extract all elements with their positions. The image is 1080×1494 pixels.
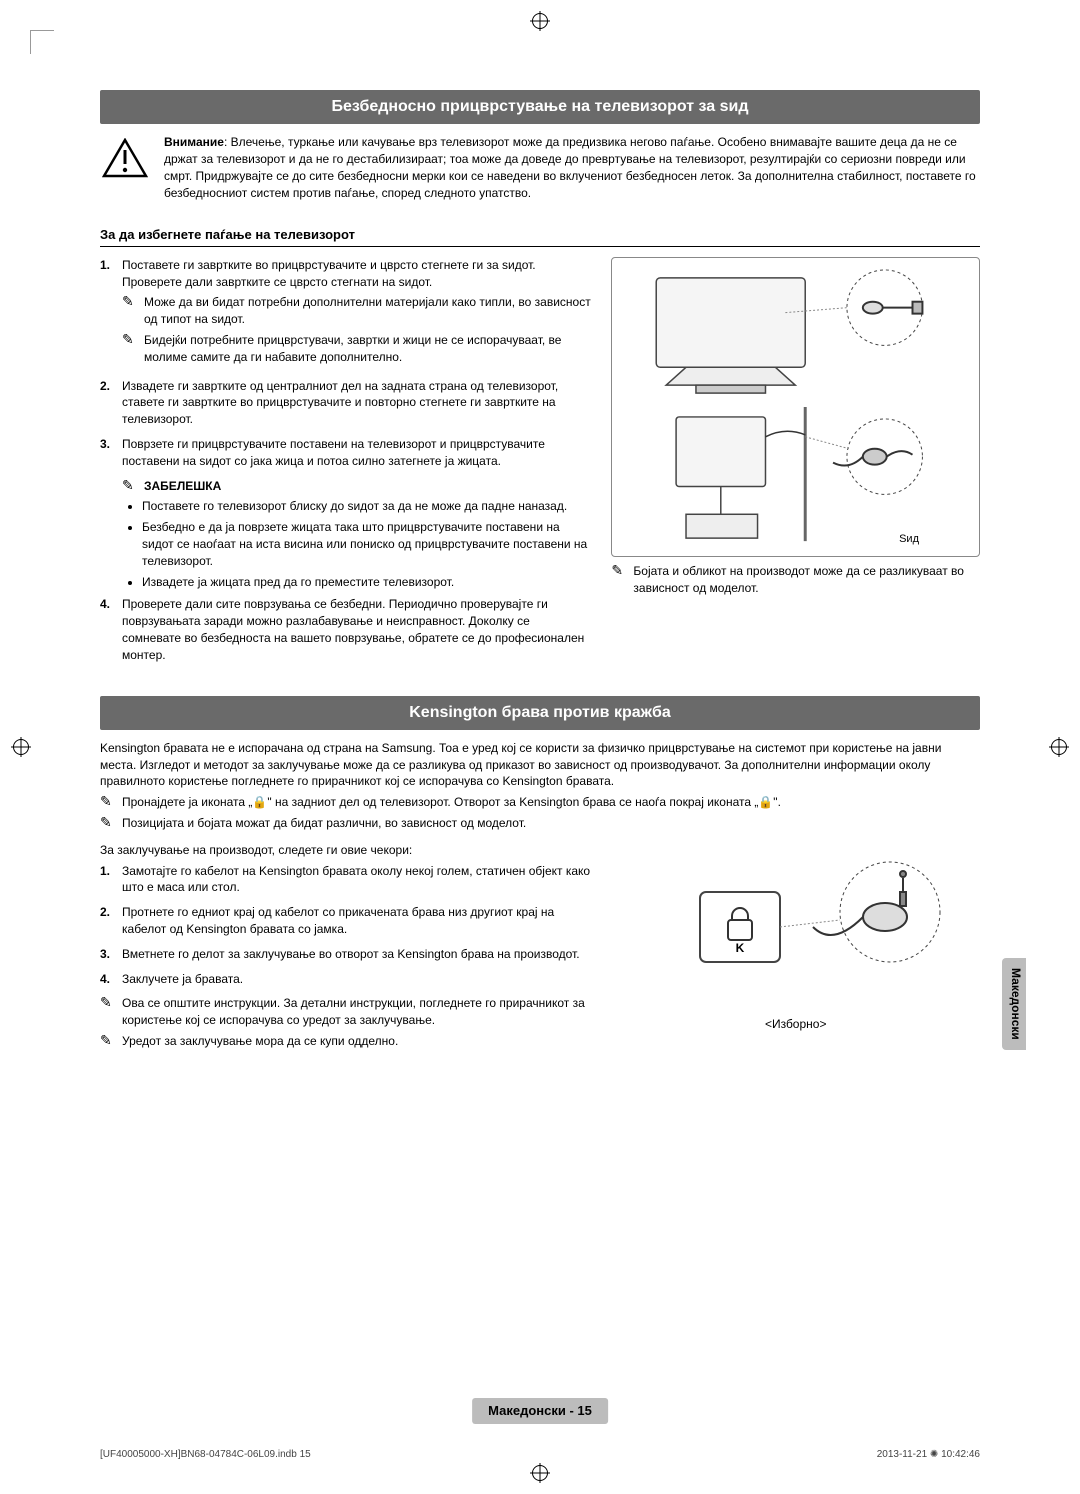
note-icon: ✎ [100,1033,116,1050]
print-metadata: [UF40005000-XH]BN68-04784C-06L09.indb 15… [100,1448,980,1462]
figure-wall-label: Ѕид [899,532,919,547]
language-tab: Македонски [1002,958,1026,1050]
note-bullets: Поставете го телевизорот блиску до ѕидот… [100,498,591,590]
step-number: 2. [100,378,122,428]
kensington-caption: <Изборно> [611,1016,980,1033]
note-icon: ✎ [122,332,138,366]
note-icon: ✎ [122,294,138,328]
bullet-item: Безбедно е да ја поврзете жицата така шт… [142,519,591,569]
note-icon: ✎ [100,815,116,832]
note-text: Може да ви бидат потребни дополнителни м… [144,294,591,328]
warning-body: : Влечење, туркање или качување врз теле… [164,135,976,199]
step-text: Поврзете ги прицврстувачите поставени на… [122,436,591,470]
warning-text: Внимание: Влечење, туркање или качување … [164,134,980,201]
step-number: 2. [100,904,122,938]
kensington-note: Ова се општите инструкции. За детални ин… [122,995,591,1029]
step-text: Протнете го едниот крај од кабелот со пр… [122,904,591,938]
kensington-intro: Kensington бравата не е испорачана од ст… [100,740,980,790]
print-file: [UF40005000-XH]BN68-04784C-06L09.indb 15 [100,1448,311,1462]
kensington-note: Уредот за заклучување мора да се купи од… [122,1033,591,1050]
step-text: Вметнете го делот за заклучување во отво… [122,946,591,963]
kensington-note: Позицијата и бојата можат да бидат разли… [122,815,980,832]
steps-list-1: 1. Поставете ги завртките во прицврстува… [100,257,591,470]
step-number: 3. [100,946,122,963]
note-icon: ✎ [100,794,116,811]
figure-tv-wall-mount: Ѕид [611,257,980,557]
print-timestamp: 2013-11-21 ✺ 10:42:46 [877,1448,980,1462]
warning-block: Внимание: Влечење, туркање или качување … [100,134,980,201]
step-text: Заклучете ја бравата. [122,971,591,988]
note-heading: ЗАБЕЛЕШКА [144,478,591,495]
warning-label: Внимание [164,135,224,149]
warning-icon [102,138,148,178]
page-footer: Македонски - 15 [472,1398,608,1424]
registration-mark-top [531,12,549,30]
step-number: 1. [100,257,122,370]
note-icon: ✎ [100,995,116,1029]
step-text: Проверете дали сите поврзувања се безбед… [122,596,591,663]
bullet-item: Извадете ја жицата пред да го преместите… [142,574,591,591]
steps-list-1b: 4.Проверете дали сите поврзувања се безб… [100,596,591,663]
section-heading-1: Безбедносно прицврстување на телевизорот… [100,90,980,124]
step-number: 4. [100,971,122,988]
step-number: 3. [100,436,122,470]
steps-list-2: 1.Замотајте го кабелот на Kensington бра… [100,863,591,988]
registration-mark-right [1050,738,1068,756]
subheading-avoid-fall: За да избегнете паѓање на телевизорот [100,226,980,247]
step-number: 1. [100,863,122,897]
step-text: Замотајте го кабелот на Kensington брава… [122,863,591,897]
registration-mark-left [12,738,30,756]
svg-text:K: K [736,941,745,955]
figure-caption-note: Бојата и обликот на производот може да с… [633,563,980,597]
registration-mark-bottom [531,1464,549,1482]
step-text: Извадете ги завртките од централниот дел… [122,378,591,428]
step-text: Поставете ги завртките во прицврстувачит… [122,258,536,289]
bullet-item: Поставете го телевизорот блиску до ѕидот… [142,498,591,515]
kensington-follow: За заклучување на производот, следете ги… [100,842,591,859]
section-heading-2: Kensington брава против кражба [100,696,980,730]
step-number: 4. [100,596,122,663]
kensington-note: Пронајдете ја иконата „🔒" на задниот дел… [122,794,980,811]
figure-kensington: K [680,842,980,1012]
note-text: Бидејќи потребните прицврстувачи, завртк… [144,332,591,366]
crop-mark [30,30,54,54]
note-icon: ✎ [611,563,627,597]
note-icon: ✎ [122,478,138,495]
